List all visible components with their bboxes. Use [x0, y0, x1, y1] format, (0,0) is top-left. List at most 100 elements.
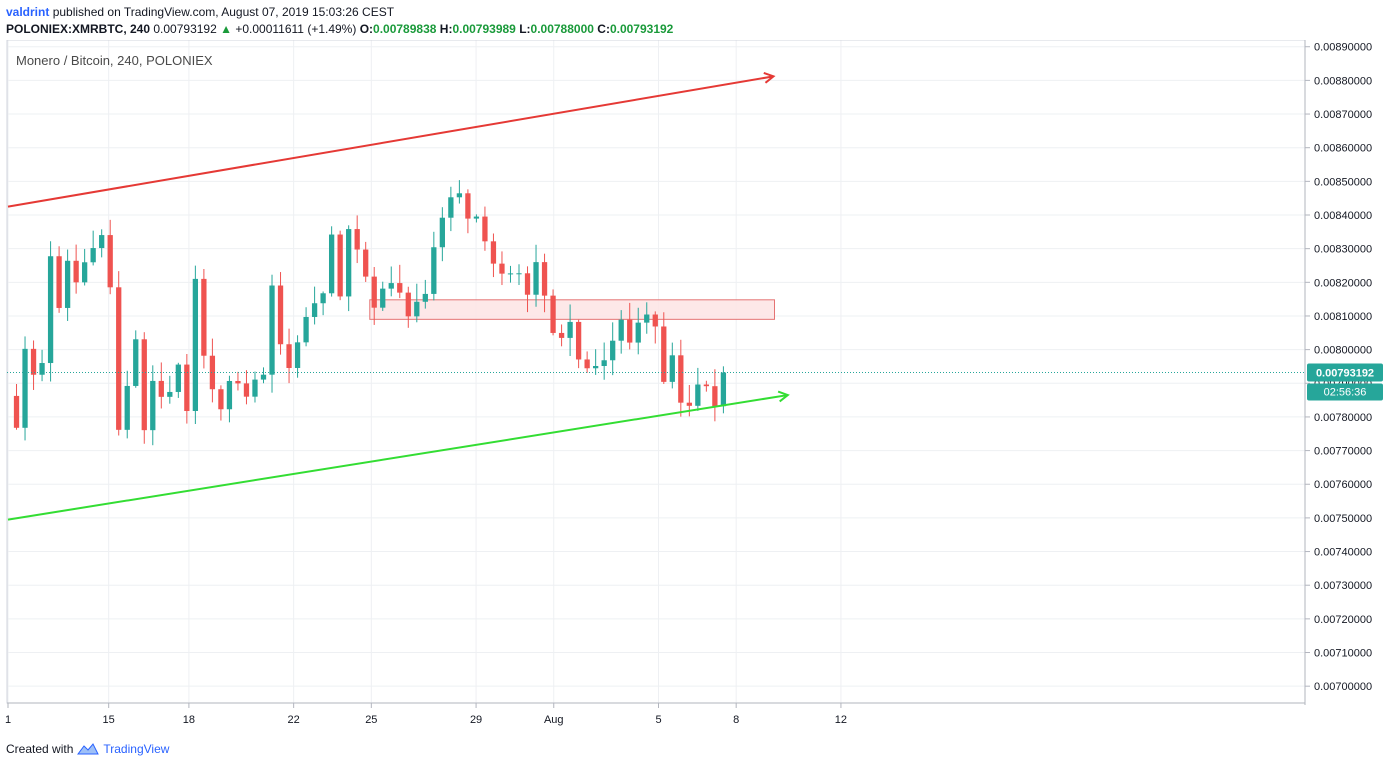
time-tick-label: 18 — [183, 714, 195, 726]
time-axis[interactable]: 1 15 18 22 25 29 Aug 5 8 12 — [5, 702, 1305, 726]
price-tick-label: 0.00780000 — [1314, 412, 1372, 424]
symbol-line: POLONIEX:XMRBTC, 240 0.00793192 ▲ +0.000… — [6, 22, 673, 36]
price-tick-label: 0.00890000 — [1314, 42, 1372, 54]
candle-body — [414, 301, 420, 317]
candle-body — [473, 216, 480, 219]
candle-body — [490, 241, 497, 264]
candle-body — [252, 379, 258, 397]
open-value: 0.00789838 — [373, 22, 437, 36]
footer: Created with TradingView — [6, 742, 169, 756]
candle-body — [635, 322, 641, 343]
candle-body — [422, 293, 428, 302]
candle-body — [388, 283, 394, 289]
candle-body — [575, 321, 582, 360]
candle-body — [303, 316, 309, 343]
candle-body — [47, 256, 54, 364]
candle-body — [610, 340, 616, 361]
candle-body — [218, 389, 224, 410]
high-label: H: — [439, 22, 453, 36]
time-tick-label: 15 — [103, 714, 115, 726]
candle-body — [192, 278, 199, 412]
candle-body — [99, 235, 105, 249]
zone-layer — [369, 299, 775, 320]
resistance-zone — [369, 299, 775, 320]
price-tick-label: 0.00810000 — [1314, 311, 1372, 323]
candle-body — [243, 383, 250, 397]
candle-body — [703, 384, 710, 387]
candle-body — [584, 359, 590, 369]
candle-body — [678, 355, 684, 403]
resistance-trendline — [7, 76, 773, 208]
candle-body — [720, 372, 727, 407]
trendlines — [7, 76, 788, 521]
price-tick-label: 0.00840000 — [1314, 210, 1372, 222]
price-tick-label: 0.00850000 — [1314, 176, 1372, 188]
support-trendline — [7, 395, 788, 521]
candle-body — [669, 355, 675, 382]
price-tick-label: 0.00750000 — [1314, 513, 1372, 525]
candle-body — [124, 385, 130, 430]
price-tick-label: 0.00710000 — [1314, 648, 1372, 660]
candle-body — [661, 326, 667, 382]
candle-body — [499, 263, 505, 274]
candle-body — [363, 249, 369, 277]
candle-body — [116, 287, 122, 430]
candle-body — [652, 314, 658, 327]
candle-body — [107, 235, 113, 288]
symbol-name: POLONIEX:XMRBTC, 240 — [6, 22, 151, 36]
candle-body — [593, 365, 599, 369]
price-tick-label: 0.00700000 — [1314, 681, 1372, 693]
candle-body — [328, 234, 335, 294]
price-tick-label: 0.00880000 — [1314, 75, 1372, 87]
candle-body — [175, 364, 181, 392]
time-tick-label: 12 — [835, 714, 847, 726]
candle-body — [286, 344, 292, 368]
candle-body — [507, 273, 514, 275]
price-tick-label: 0.00820000 — [1314, 277, 1372, 289]
candle-body — [235, 380, 241, 384]
candle-body — [311, 303, 318, 317]
candle-body — [150, 380, 156, 431]
candle-body — [439, 217, 445, 248]
candle-body — [541, 262, 548, 296]
candle-body — [209, 355, 216, 390]
price-chart[interactable]: Monero / Bitcoin, 240, POLONIEX 0.008900… — [0, 40, 1391, 732]
candle-body — [712, 386, 718, 407]
low-label: L: — [519, 22, 531, 36]
countdown-badge — [1307, 383, 1383, 401]
candle-body — [64, 260, 71, 308]
candle-body — [141, 339, 147, 431]
candle-body — [346, 229, 352, 297]
candle-body — [695, 384, 701, 406]
chart-title: Monero / Bitcoin, 240, POLONIEX — [16, 53, 213, 68]
author-link[interactable]: valdrint — [6, 5, 50, 19]
price-axis[interactable]: 0.00890000 0.00880000 0.00870000 0.00860000… — [1304, 40, 1372, 705]
open-label: O: — [359, 22, 374, 36]
candle-body — [567, 321, 573, 338]
tradingview-logo-icon — [77, 743, 100, 755]
candle-body — [73, 260, 79, 283]
low-value: 0.00788000 — [530, 22, 594, 36]
candle-body — [277, 285, 284, 345]
candle-body — [167, 391, 173, 397]
candle-body — [201, 278, 207, 356]
time-tick-label: 22 — [288, 714, 300, 726]
candle-body — [133, 339, 139, 386]
close-value: 0.00793192 — [609, 22, 674, 36]
price-tick-label: 0.00770000 — [1314, 446, 1372, 458]
candle-body — [22, 348, 28, 428]
time-tick-label: 1 — [5, 714, 11, 726]
candle-body — [184, 364, 190, 412]
candle-body — [601, 360, 607, 366]
close-label: C: — [597, 22, 610, 36]
last-price-tag: 0.00793192 02:56:36 — [7, 363, 1383, 401]
price-tick-label: 0.00830000 — [1314, 244, 1372, 256]
published-text: published on TradingView.com, August 07,… — [52, 5, 395, 19]
plot-frame — [6, 40, 1306, 704]
candle-body — [550, 295, 556, 333]
time-tick-label: Aug — [544, 714, 564, 726]
tradingview-link[interactable]: TradingView — [103, 742, 170, 756]
candle-body — [558, 332, 565, 338]
candle-body — [627, 319, 633, 343]
candle-body — [39, 363, 45, 375]
